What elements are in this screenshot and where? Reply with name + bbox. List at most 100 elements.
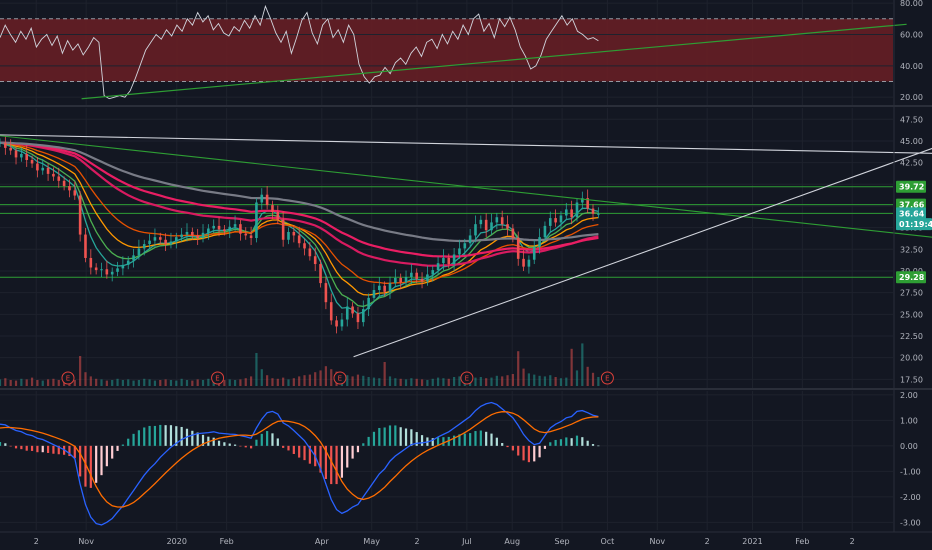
candle-body[interactable]	[527, 259, 531, 267]
candle-body[interactable]	[169, 241, 173, 245]
candle-body[interactable]	[260, 194, 264, 203]
candle-body[interactable]	[554, 218, 557, 223]
macd-histogram-bar[interactable]	[410, 429, 413, 446]
candle-body[interactable]	[516, 238, 520, 259]
macd-histogram-bar[interactable]	[169, 425, 173, 446]
macd-histogram-bar[interactable]	[404, 428, 408, 446]
candle-body[interactable]	[586, 198, 589, 209]
volume-bar[interactable]	[41, 380, 44, 386]
volume-bar[interactable]	[282, 377, 285, 386]
volume-bar[interactable]	[404, 379, 408, 386]
macd-histogram-bar[interactable]	[565, 437, 568, 446]
macd-histogram-bar[interactable]	[41, 445, 44, 453]
volume-bar[interactable]	[111, 380, 114, 386]
candle-body[interactable]	[73, 190, 77, 196]
volume-bar[interactable]	[490, 377, 493, 386]
macd-histogram-bar[interactable]	[570, 438, 573, 446]
candle-body[interactable]	[511, 228, 515, 239]
candle-body[interactable]	[281, 219, 285, 240]
macd-histogram-bar[interactable]	[324, 445, 327, 479]
ma-gray-line[interactable]	[0, 141, 599, 243]
candle-body[interactable]	[479, 219, 483, 225]
candle-body[interactable]	[57, 176, 61, 181]
candle-body[interactable]	[388, 283, 392, 292]
ma-magenta-line[interactable]	[0, 141, 599, 267]
volume-bar[interactable]	[79, 356, 82, 386]
volume-bar[interactable]	[287, 379, 290, 386]
macd-histogram-bar[interactable]	[180, 426, 183, 446]
macd-histogram-bar[interactable]	[586, 440, 589, 446]
macd-histogram-bar[interactable]	[319, 445, 322, 473]
volume-bar[interactable]	[303, 375, 306, 386]
candle-body[interactable]	[410, 272, 413, 278]
macd-histogram-bar[interactable]	[46, 445, 50, 453]
volume-bar[interactable]	[169, 380, 173, 386]
volume-bar[interactable]	[426, 380, 429, 386]
macd-histogram-bar[interactable]	[223, 442, 226, 446]
macd-histogram-bar[interactable]	[143, 427, 146, 446]
candle-body[interactable]	[452, 254, 456, 265]
macd-histogram-bar[interactable]	[415, 432, 418, 446]
volume-bar[interactable]	[351, 376, 354, 386]
price-trendline[interactable]	[353, 105, 932, 358]
volume-bar[interactable]	[276, 378, 279, 386]
signal-line[interactable]	[0, 411, 599, 508]
candle-body[interactable]	[287, 231, 290, 240]
candle-body[interactable]	[265, 194, 269, 206]
macd-histogram-bar[interactable]	[175, 426, 178, 446]
macd-histogram-bar[interactable]	[362, 443, 365, 446]
volume-bar[interactable]	[543, 376, 547, 386]
macd-histogram-bar[interactable]	[442, 437, 445, 446]
macd-histogram-bar[interactable]	[271, 433, 274, 446]
rsi-line[interactable]	[0, 4, 599, 100]
macd-histogram-bar[interactable]	[383, 427, 386, 446]
macd-histogram-bar[interactable]	[490, 433, 493, 446]
volume-bar[interactable]	[362, 375, 365, 386]
candle-body[interactable]	[14, 150, 18, 158]
macd-histogram-bar[interactable]	[474, 431, 477, 446]
macd-histogram-bar[interactable]	[191, 430, 194, 446]
volume-bar[interactable]	[127, 379, 130, 386]
volume-bar[interactable]	[388, 376, 392, 386]
candle-body[interactable]	[532, 246, 536, 260]
candle-body[interactable]	[52, 173, 55, 177]
candle-body[interactable]	[180, 234, 183, 238]
volume-bar[interactable]	[538, 375, 541, 386]
volume-bar[interactable]	[137, 380, 141, 386]
macd-histogram-bar[interactable]	[239, 445, 242, 447]
candle-body[interactable]	[474, 224, 477, 236]
macd-histogram-bar[interactable]	[303, 445, 306, 461]
macd-histogram-bar[interactable]	[287, 445, 290, 451]
candle-body[interactable]	[313, 256, 317, 265]
candle-body[interactable]	[105, 269, 109, 275]
volume-bar[interactable]	[410, 378, 413, 386]
candle-body[interactable]	[431, 270, 435, 275]
earnings-marker-icon[interactable]	[211, 371, 225, 385]
volume-bar[interactable]	[121, 380, 124, 386]
candle-body[interactable]	[559, 215, 563, 223]
macd-histogram-bar[interactable]	[485, 431, 488, 446]
macd-histogram-bar[interactable]	[249, 445, 253, 449]
volume-bar[interactable]	[533, 374, 536, 386]
macd-histogram-bar[interactable]	[436, 437, 440, 446]
volume-bar[interactable]	[570, 348, 573, 386]
volume-bar[interactable]	[4, 378, 7, 386]
candle-body[interactable]	[276, 212, 280, 220]
candle-body[interactable]	[62, 180, 66, 187]
macd-histogram-bar[interactable]	[84, 445, 87, 487]
macd-histogram-bar[interactable]	[335, 445, 338, 485]
volume-bar[interactable]	[30, 377, 34, 386]
macd-histogram-bar[interactable]	[68, 445, 71, 457]
candle-body[interactable]	[565, 209, 568, 216]
macd-histogram-bar[interactable]	[554, 439, 557, 446]
candle-body[interactable]	[436, 263, 440, 271]
volume-bar[interactable]	[266, 375, 269, 386]
candle-body[interactable]	[158, 237, 162, 240]
volume-bar[interactable]	[565, 377, 568, 386]
volume-bar[interactable]	[9, 380, 12, 386]
macd-histogram-bar[interactable]	[549, 442, 552, 446]
macd-histogram-bar[interactable]	[511, 445, 514, 451]
candle-body[interactable]	[0, 142, 2, 144]
volume-bar[interactable]	[223, 380, 226, 386]
volume-bar[interactable]	[292, 378, 295, 386]
